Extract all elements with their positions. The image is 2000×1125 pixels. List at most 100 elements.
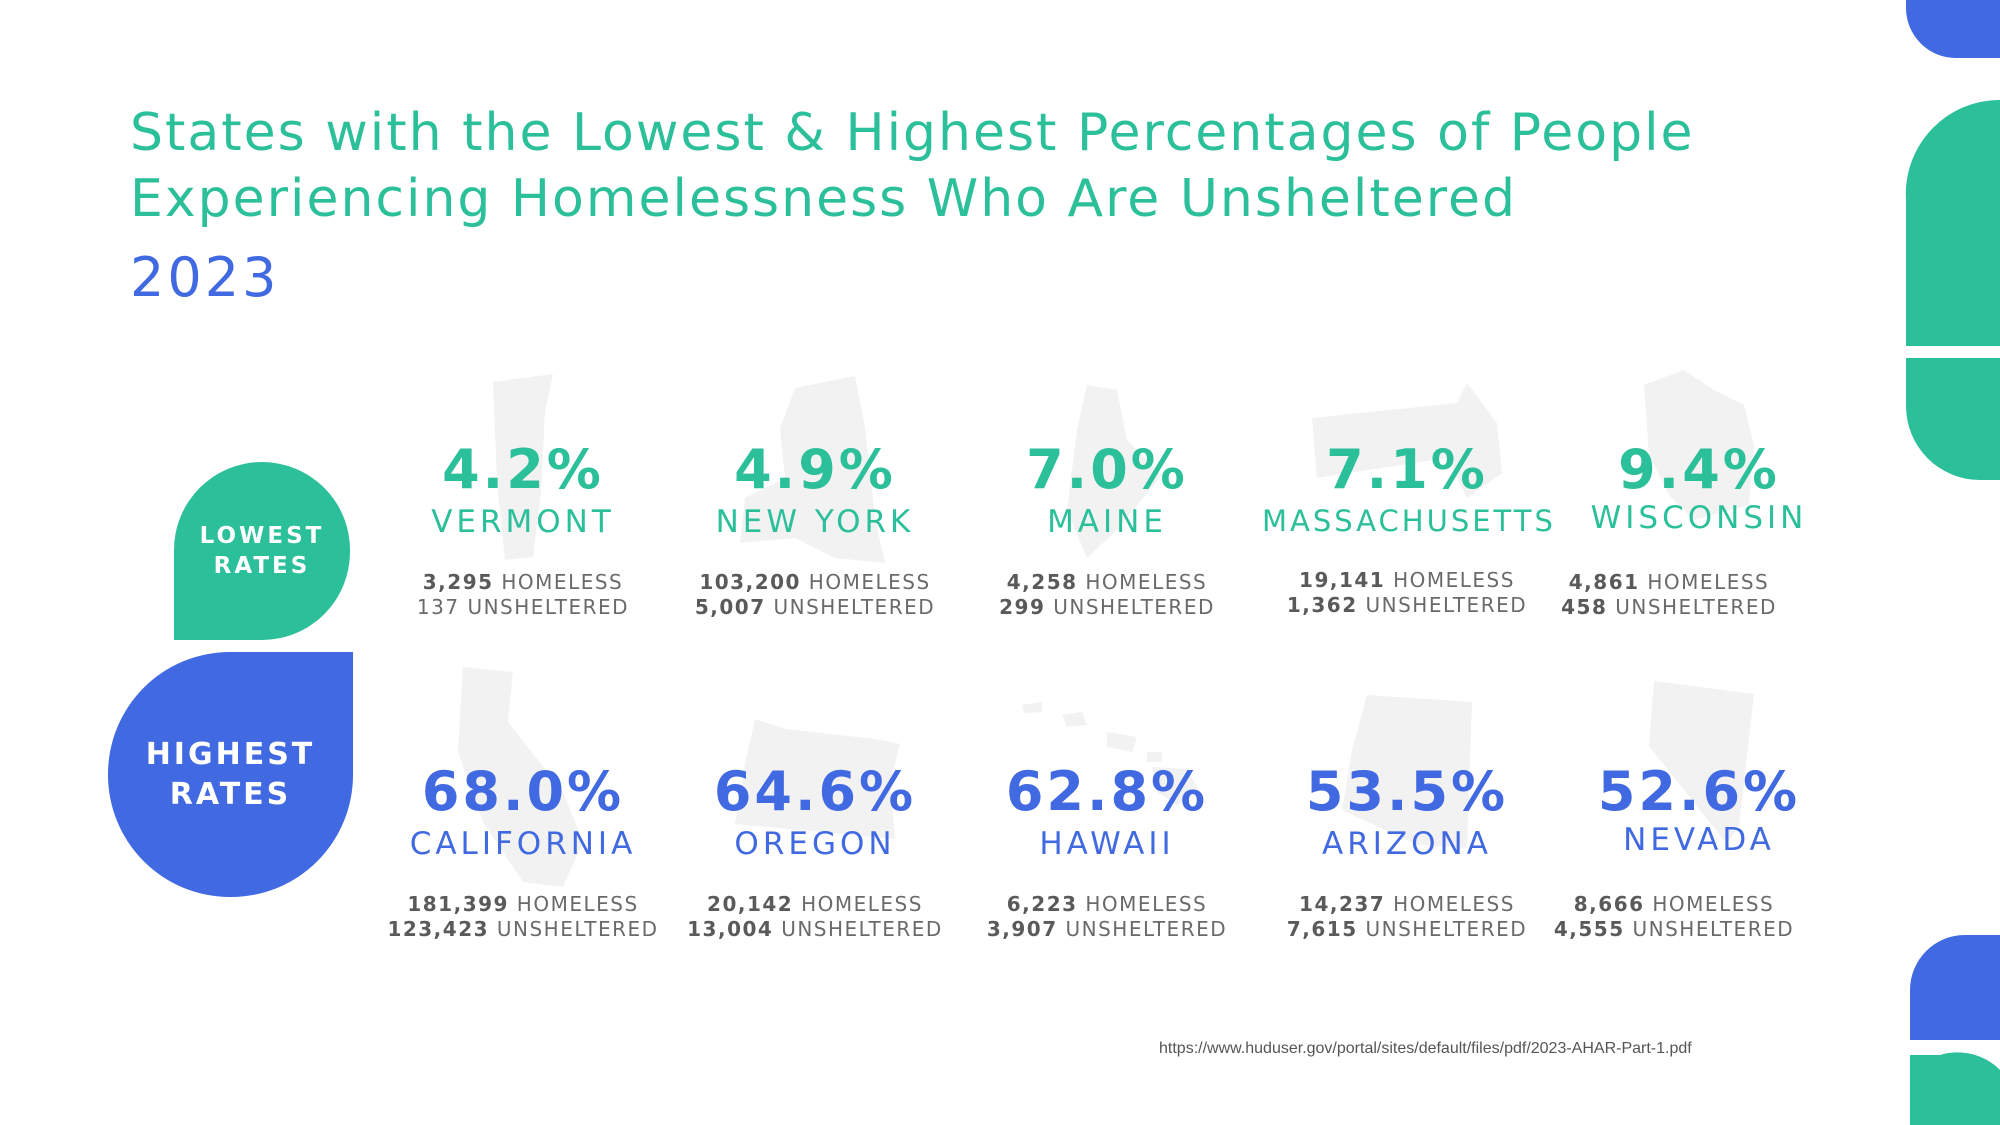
new-york-map-icon — [740, 376, 885, 563]
unsheltered-count-line: 3,907 UNSHELTERED — [962, 917, 1252, 942]
homeless-count: 6,223 — [1006, 892, 1078, 916]
homeless-count-line: 8,666 HOMELESS — [1504, 892, 1844, 917]
state-card-hawaii: 62.8% HAWAII 6,223 HOMELESS 3,907 UNSHEL… — [962, 702, 1252, 942]
state-name: MASSACHUSETTS — [1262, 504, 1556, 538]
state-name: HAWAII — [1039, 826, 1175, 862]
state-name: NEVADA — [1623, 822, 1775, 858]
oregon-map-icon — [735, 719, 900, 839]
unsheltered-label: UNSHELTERED — [773, 595, 936, 619]
homeless-count: 103,200 — [699, 570, 801, 594]
state-card-vermont: 4.2% VERMONT 3,295 HOMELESS 137 UNSHELTE… — [378, 374, 668, 620]
homeless-label: HOMELESS — [1652, 892, 1775, 916]
homeless-count: 19,141 — [1299, 568, 1386, 592]
homeless-count: 4,258 — [1006, 570, 1078, 594]
unsheltered-label: UNSHELTERED — [1065, 917, 1228, 941]
unsheltered-count-line: 7,615 UNSHELTERED — [1262, 917, 1552, 942]
vermont-map-icon — [493, 374, 553, 560]
unsheltered-label: UNSHELTERED — [1365, 593, 1528, 617]
homeless-count: 4,861 — [1568, 570, 1640, 594]
unsheltered-count-line: 458 UNSHELTERED — [1494, 595, 1844, 620]
homeless-count: 3,295 — [422, 570, 494, 594]
pct-value: 4.2% — [442, 438, 604, 501]
page-title: States with the Lowest & Highest Percent… — [130, 100, 1730, 232]
highest-badge-line-2: RATES — [169, 776, 292, 812]
unsheltered-count-line: 123,423 UNSHELTERED — [378, 917, 668, 942]
pct-value: 7.0% — [1026, 438, 1188, 501]
homeless-count-line: 3,295 HOMELESS — [378, 570, 668, 595]
homeless-label: HOMELESS — [501, 570, 624, 594]
pct-value: 9.4% — [1618, 438, 1780, 501]
state-card-oregon: 64.6% OREGON 20,142 HOMELESS 13,004 UNSH… — [670, 719, 960, 942]
unsheltered-label: UNSHELTERED — [496, 917, 659, 941]
unsheltered-label: UNSHELTERED — [1365, 917, 1528, 941]
highest-rates-badge: HIGHEST RATES — [108, 652, 353, 897]
homeless-label: HOMELESS — [1085, 570, 1208, 594]
homeless-label: HOMELESS — [1085, 892, 1208, 916]
unsheltered-count: 137 — [416, 595, 460, 619]
state-name: CALIFORNIA — [409, 826, 637, 862]
homeless-count-line: 4,258 HOMELESS — [962, 570, 1252, 595]
state-name: NEW YORK — [715, 504, 915, 540]
unsheltered-count: 13,004 — [687, 917, 774, 941]
unsheltered-count: 1,362 — [1286, 593, 1358, 617]
pct-value: 64.6% — [713, 760, 917, 823]
pct-value: 7.1% — [1326, 438, 1488, 501]
unsheltered-count: 299 — [999, 595, 1046, 619]
massachusetts-map-icon — [1312, 383, 1502, 498]
state-name: OREGON — [734, 826, 896, 862]
unsheltered-label: UNSHELTERED — [467, 595, 630, 619]
unsheltered-label: UNSHELTERED — [1053, 595, 1215, 619]
year-label: 2023 — [130, 246, 280, 309]
state-card-nevada: 52.6% NEVADA 8,666 HOMELESS 4,555 UNSHEL… — [1554, 681, 1844, 942]
homeless-count-line: 19,141 HOMELESS — [1262, 568, 1552, 593]
state-name: ARIZONA — [1322, 826, 1492, 862]
unsheltered-count-line: 137 UNSHELTERED — [378, 595, 668, 620]
state-name: VERMONT — [431, 504, 615, 540]
unsheltered-label: UNSHELTERED — [1615, 595, 1777, 619]
unsheltered-count: 5,007 — [694, 595, 766, 619]
homeless-count-line: 20,142 HOMELESS — [670, 892, 960, 917]
homeless-count-line: 6,223 HOMELESS — [962, 892, 1252, 917]
homeless-count: 14,237 — [1299, 892, 1386, 916]
state-card-new-york: 4.9% NEW YORK 103,200 HOMELESS 5,007 UNS… — [670, 376, 960, 620]
unsheltered-count-line: 4,555 UNSHELTERED — [1504, 917, 1844, 942]
state-card-massachusetts: 7.1% MASSACHUSETTS 19,141 HOMELESS 1,362… — [1262, 383, 1556, 618]
pct-value: 62.8% — [1005, 760, 1209, 823]
lowest-badge-line-1: LOWEST — [199, 523, 325, 549]
homeless-count-line: 181,399 HOMELESS — [378, 892, 668, 917]
unsheltered-count: 4,555 — [1553, 917, 1625, 941]
homeless-count: 8,666 — [1573, 892, 1645, 916]
source-link[interactable]: https://www.huduser.gov/portal/sites/def… — [1159, 1040, 1692, 1057]
state-name: WISCONSIN — [1590, 500, 1808, 536]
homeless-label: HOMELESS — [516, 892, 639, 916]
unsheltered-count: 458 — [1561, 595, 1608, 619]
unsheltered-count: 7,615 — [1286, 917, 1358, 941]
pct-value: 68.0% — [421, 760, 625, 823]
unsheltered-count: 123,423 — [387, 917, 490, 941]
pct-value: 52.6% — [1597, 760, 1801, 823]
homeless-label: HOMELESS — [1647, 570, 1770, 594]
homeless-count-line: 14,237 HOMELESS — [1262, 892, 1552, 917]
homeless-label: HOMELESS — [1393, 568, 1515, 592]
wisconsin-map-icon — [1644, 370, 1754, 520]
state-card-arizona: 53.5% ARIZONA 14,237 HOMELESS 7,615 UNSH… — [1262, 695, 1552, 942]
pct-value: 53.5% — [1305, 760, 1509, 823]
nevada-map-icon — [1649, 681, 1754, 844]
unsheltered-label: UNSHELTERED — [1632, 917, 1795, 941]
unsheltered-label: UNSHELTERED — [781, 917, 943, 941]
homeless-count-line: 4,861 HOMELESS — [1494, 570, 1844, 595]
homeless-count: 20,142 — [707, 892, 794, 916]
unsheltered-count-line: 13,004 UNSHELTERED — [670, 917, 960, 942]
arizona-map-icon — [1342, 695, 1472, 848]
highest-badge-line-1: HIGHEST — [145, 736, 316, 772]
unsheltered-count-line: 5,007 UNSHELTERED — [670, 595, 960, 620]
homeless-label: HOMELESS — [808, 570, 931, 594]
state-card-wisconsin: 9.4% WISCONSIN 4,861 HOMELESS 458 UNSHEL… — [1554, 370, 1844, 620]
decorative-shapes — [1905, 0, 2000, 1125]
homeless-count-line: 103,200 HOMELESS — [670, 570, 960, 595]
state-name: MAINE — [1047, 504, 1167, 540]
state-card-california: 68.0% CALIFORNIA 181,399 HOMELESS 123,42… — [378, 667, 668, 942]
maine-map-icon — [1067, 385, 1162, 558]
homeless-count: 181,399 — [407, 892, 509, 916]
pct-value: 4.9% — [734, 438, 896, 501]
